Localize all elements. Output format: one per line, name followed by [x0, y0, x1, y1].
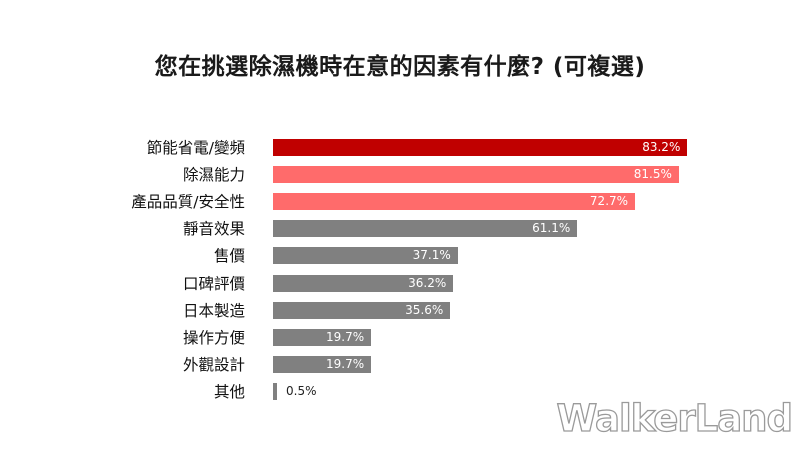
category-label: 節能省電/變頻	[146, 139, 245, 157]
value-label: 35.6%	[405, 302, 444, 317]
bar	[273, 382, 277, 400]
bar-row: 靜音效果 61.1%	[0, 220, 800, 238]
category-label: 日本製造	[182, 301, 245, 320]
bar-row: 除濕能力 81.5%	[0, 166, 800, 184]
bar-row: 操作方便 19.7%	[0, 328, 800, 347]
bar-row: 日本製造 35.6%	[0, 301, 800, 320]
bar-row: 節能省電/變頻 83.2%	[0, 139, 800, 157]
chart-title: 您在挑選除濕機時在意的因素有什麼? (可複選)	[154, 54, 646, 80]
value-label: 36.2%	[408, 275, 447, 290]
bar	[273, 355, 372, 373]
category-label: 操作方便	[182, 328, 245, 347]
bar-row: 售價 37.1%	[0, 247, 800, 265]
bar	[273, 301, 451, 319]
bar-row: 外觀設計 19.7%	[0, 355, 800, 374]
value-label: 72.7%	[589, 194, 629, 209]
bar	[273, 193, 636, 211]
value-label: 19.7%	[325, 356, 365, 371]
bar	[273, 274, 454, 292]
value-label: 61.1%	[532, 221, 571, 236]
category-label: 售價	[213, 247, 245, 266]
category-label: 其他	[213, 382, 245, 401]
value-label: 83.2%	[642, 140, 681, 154]
bar	[273, 328, 372, 346]
value-label: 37.1%	[412, 248, 451, 263]
bar	[273, 166, 679, 184]
category-label: 產品品質/安全性	[131, 193, 245, 212]
bar	[273, 220, 578, 238]
bar-row: 口碑評價 36.2%	[0, 274, 800, 293]
bar	[273, 139, 688, 156]
value-label: 81.5%	[633, 167, 672, 182]
walkerland-logo: WalkerLand	[556, 396, 794, 440]
category-label: 除濕能力	[182, 166, 245, 185]
bar-row: 其他 0.5%	[0, 382, 800, 401]
category-label: 口碑評價	[182, 274, 245, 293]
category-label: 靜音效果	[182, 220, 245, 239]
category-label: 外觀設計	[182, 355, 245, 374]
bar	[273, 247, 458, 265]
value-label: 0.5%	[286, 383, 317, 398]
value-label: 19.7%	[325, 329, 365, 344]
bar-row: 產品品質/安全性 72.7%	[0, 193, 800, 211]
